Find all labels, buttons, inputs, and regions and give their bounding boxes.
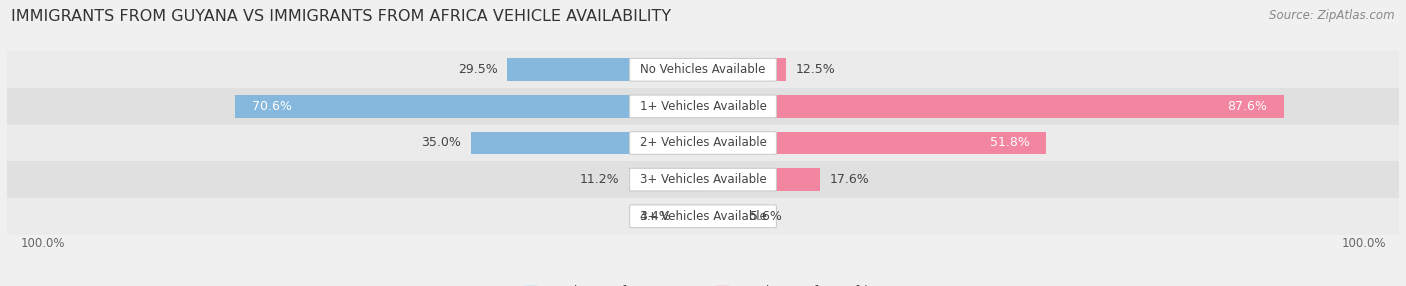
Text: 35.0%: 35.0% <box>422 136 461 150</box>
Text: 4+ Vehicles Available: 4+ Vehicles Available <box>640 210 766 223</box>
Text: 3.4%: 3.4% <box>638 210 671 223</box>
FancyBboxPatch shape <box>630 168 776 191</box>
FancyBboxPatch shape <box>630 58 776 81</box>
Text: 3+ Vehicles Available: 3+ Vehicles Available <box>640 173 766 186</box>
Text: 70.6%: 70.6% <box>252 100 291 113</box>
Bar <box>703 132 1046 154</box>
FancyBboxPatch shape <box>630 205 776 228</box>
Text: 12.5%: 12.5% <box>796 63 835 76</box>
Bar <box>235 95 703 118</box>
Text: 87.6%: 87.6% <box>1227 100 1267 113</box>
Bar <box>703 168 820 191</box>
Bar <box>508 58 703 81</box>
Text: 100.0%: 100.0% <box>20 237 65 251</box>
Bar <box>7 161 1399 198</box>
Text: 17.6%: 17.6% <box>830 173 869 186</box>
FancyBboxPatch shape <box>630 132 776 154</box>
Text: 29.5%: 29.5% <box>458 63 498 76</box>
Text: 5.6%: 5.6% <box>749 210 782 223</box>
Text: 11.2%: 11.2% <box>579 173 619 186</box>
Text: 100.0%: 100.0% <box>1341 237 1386 251</box>
Bar <box>7 51 1399 88</box>
Legend: Immigrants from Guyana, Immigrants from Africa: Immigrants from Guyana, Immigrants from … <box>523 285 883 286</box>
Bar <box>7 88 1399 125</box>
FancyBboxPatch shape <box>630 95 776 118</box>
Bar <box>703 58 786 81</box>
Bar <box>681 205 703 228</box>
Bar <box>703 205 740 228</box>
Bar <box>703 95 1284 118</box>
Bar <box>7 125 1399 161</box>
Text: 51.8%: 51.8% <box>990 136 1029 150</box>
Text: Source: ZipAtlas.com: Source: ZipAtlas.com <box>1270 9 1395 21</box>
Bar <box>471 132 703 154</box>
Bar <box>7 198 1399 235</box>
Text: IMMIGRANTS FROM GUYANA VS IMMIGRANTS FROM AFRICA VEHICLE AVAILABILITY: IMMIGRANTS FROM GUYANA VS IMMIGRANTS FRO… <box>11 9 672 23</box>
Text: 2+ Vehicles Available: 2+ Vehicles Available <box>640 136 766 150</box>
Text: 1+ Vehicles Available: 1+ Vehicles Available <box>640 100 766 113</box>
Bar <box>628 168 703 191</box>
Text: No Vehicles Available: No Vehicles Available <box>640 63 766 76</box>
